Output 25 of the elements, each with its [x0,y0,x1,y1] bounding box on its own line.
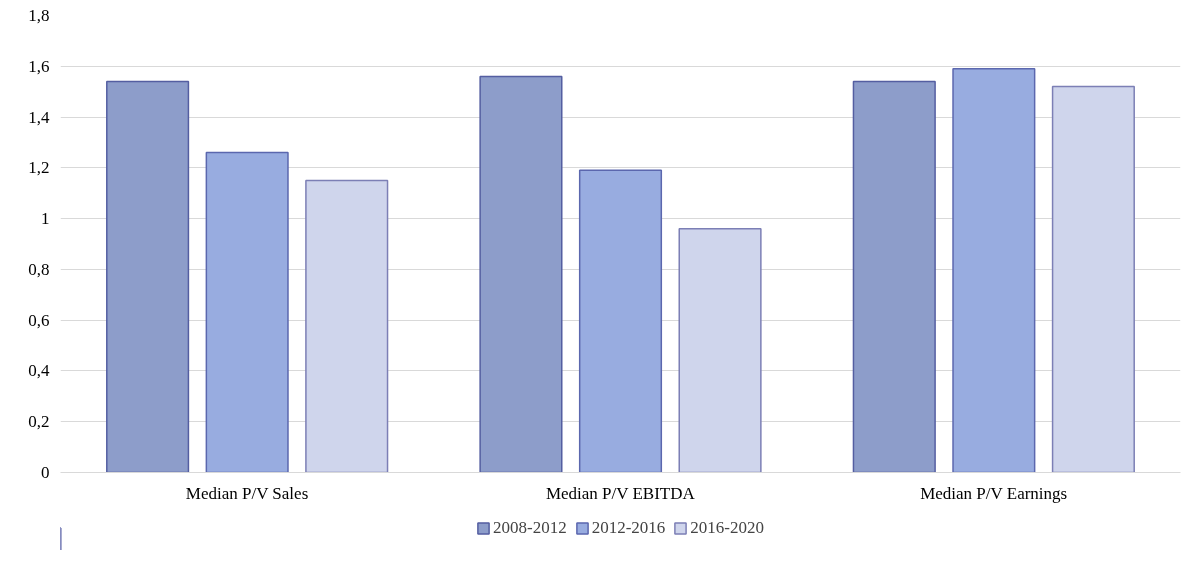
y-tick-label: 1,6 [28,56,50,76]
y-tick-label: 0,2 [28,412,50,432]
bar [1051,85,1135,473]
legend-label: 2012-2016 [591,517,666,538]
x-tick-label: Median P/V EBITDA [545,483,696,503]
y-tick-label: 1,2 [28,158,50,178]
bar [305,179,389,473]
bar [106,80,190,473]
y-tick-label: 0 [41,463,50,482]
legend-label: 2008-2012 [492,517,567,538]
bar [952,68,1036,473]
bar [205,151,289,473]
bar [678,228,762,473]
y-tick-label: 1,4 [28,107,50,127]
y-tick-label: 1,8 [28,6,50,25]
y-tick-label: 1 [41,209,50,229]
y-tick-label: 0,8 [28,259,50,279]
y-tick-label: 0,4 [28,361,50,381]
x-tick-label: Median P/V Earnings [920,483,1068,503]
y-tick-label: 0,6 [28,310,50,330]
legend-label: 2016-2020 [690,517,765,538]
bar [578,169,663,473]
x-tick-label: Median P/V Sales [185,483,309,503]
bar [852,80,936,473]
bar [479,75,563,473]
